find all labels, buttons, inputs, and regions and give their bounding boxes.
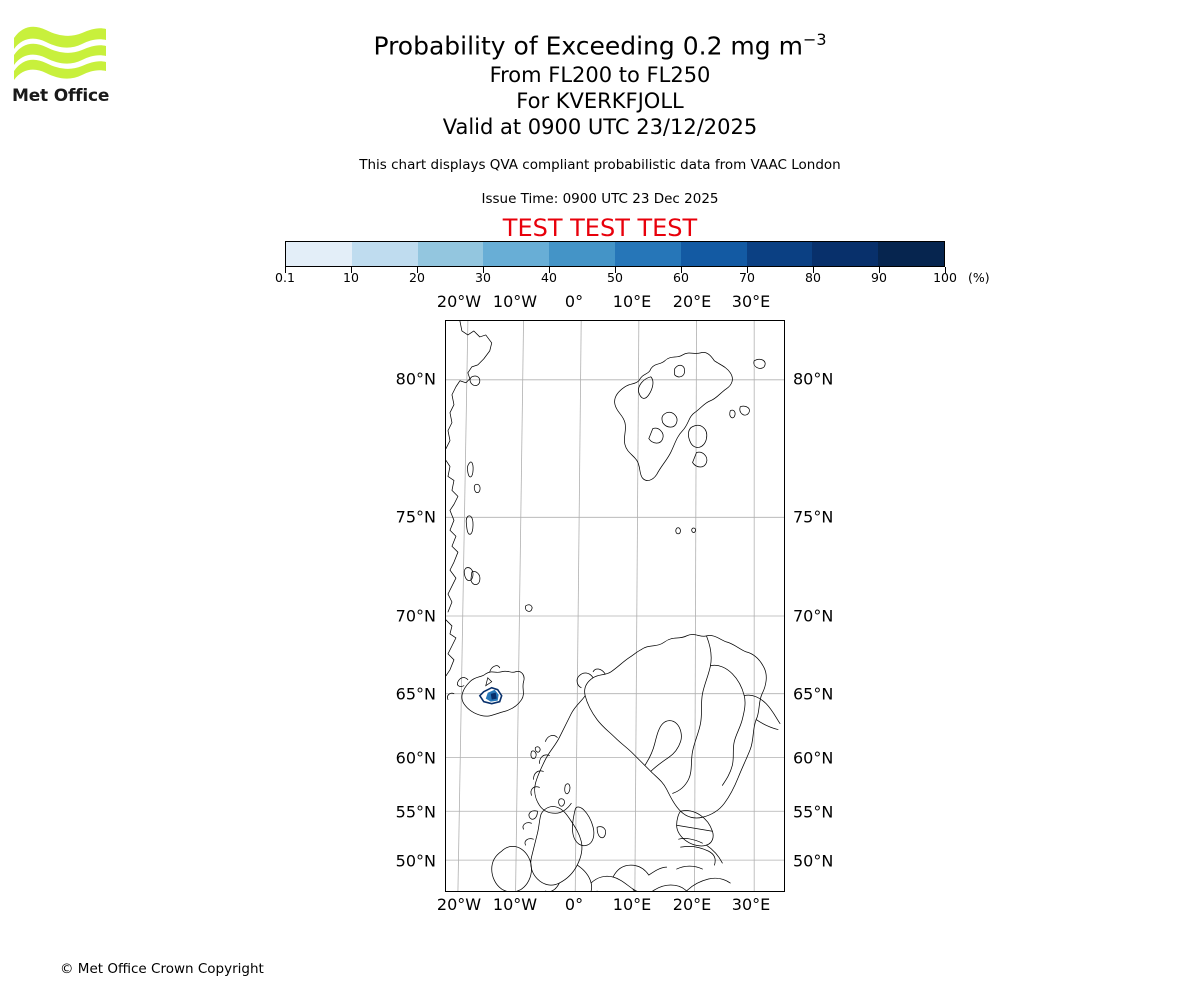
met-office-logo-text: Met Office xyxy=(12,86,110,106)
colorbar-tick-labels: 0.1 10 20 30 40 50 60 70 80 90 100 xyxy=(245,270,985,288)
colorbar-band-8 xyxy=(812,242,879,266)
colorbar-band-2 xyxy=(417,242,484,266)
lat-label-left-55°N: 55°N xyxy=(395,802,436,822)
lat-label-right-75°N: 75°N xyxy=(793,507,834,527)
colorbar-tick-60 xyxy=(681,267,683,273)
colorbar-band-1 xyxy=(351,242,418,266)
lon-label-top-20°W: 20°W xyxy=(436,292,482,311)
colorbar-unit-label: (%) xyxy=(968,270,990,285)
lon-label-bot-10°E: 10°E xyxy=(612,895,652,914)
colorbar-tick-40 xyxy=(549,267,551,273)
page-title: Probability of Exceeding 0.2 mg m−3 xyxy=(0,24,1200,62)
met-office-logo: Met Office xyxy=(12,22,122,112)
map-gridlines xyxy=(446,321,784,891)
latitude-labels-right: 80°N 75°N 70°N 65°N 60°N 55°N 50°N xyxy=(793,0,893,1000)
map-canvas xyxy=(446,321,784,891)
colorbar-band-5 xyxy=(614,242,681,266)
colorbar-tick-50 xyxy=(615,267,617,273)
lon-label-top-20°E: 20°E xyxy=(672,292,712,311)
lat-label-right-70°N: 70°N xyxy=(793,606,834,626)
test-banner: TEST TEST TEST xyxy=(502,214,698,242)
title-flight-levels: From FL200 to FL250 xyxy=(489,63,711,88)
lat-label-right-80°N: 80°N xyxy=(793,369,834,389)
map-panel[interactable] xyxy=(445,320,785,892)
latitude-labels-left: 80°N 75°N 70°N 65°N 60°N 55°N 50°N xyxy=(348,0,436,1000)
met-office-wave-mark xyxy=(14,26,106,80)
lat-label-left-70°N: 70°N xyxy=(395,606,436,626)
lon-label-top-0°: 0° xyxy=(564,292,584,311)
probability-colorbar xyxy=(285,241,945,267)
copyright-notice: © Met Office Crown Copyright xyxy=(60,961,264,977)
coastlines xyxy=(446,321,781,891)
lat-label-left-80°N: 80°N xyxy=(395,369,436,389)
colorbar-tick-10 xyxy=(351,267,353,273)
title-valid-time: Valid at 0900 UTC 23/12/2025 xyxy=(442,115,758,140)
colorbar-label-10: 10 xyxy=(343,270,359,285)
chart-title-block: Probability of Exceeding 0.2 mg m−3 From… xyxy=(0,24,1200,140)
colorbar-label-30: 30 xyxy=(475,270,491,285)
colorbar-bands xyxy=(285,241,945,267)
lat-label-right-60°N: 60°N xyxy=(793,748,834,768)
colorbar-band-3 xyxy=(483,242,550,266)
colorbar-label-70: 70 xyxy=(739,270,755,285)
lon-label-bot-0°: 0° xyxy=(564,895,584,914)
colorbar-label-60: 60 xyxy=(673,270,689,285)
ash-plume-contour xyxy=(478,677,503,705)
colorbar-band-6 xyxy=(680,242,747,266)
colorbar-tick-30 xyxy=(483,267,485,273)
colorbar-tick-100 xyxy=(945,267,947,273)
lat-label-right-55°N: 55°N xyxy=(793,802,834,822)
colorbar-label-90: 90 xyxy=(871,270,887,285)
colorbar-label-20: 20 xyxy=(409,270,425,285)
colorbar-tick-20 xyxy=(417,267,419,273)
colorbar-label-80: 80 xyxy=(805,270,821,285)
issue-time: Issue Time: 0900 UTC 23 Dec 2025 xyxy=(481,191,719,207)
lat-label-right-65°N: 65°N xyxy=(793,684,834,704)
colorbar-label-0.1: 0.1 xyxy=(275,270,295,285)
title-main-text: Probability of Exceeding 0.2 mg m xyxy=(373,31,803,61)
colorbar-band-7 xyxy=(746,242,813,266)
lat-label-right-50°N: 50°N xyxy=(793,851,834,871)
colorbar-tick-90 xyxy=(879,267,881,273)
lon-label-top-10°W: 10°W xyxy=(492,292,538,311)
lon-label-bot-10°W: 10°W xyxy=(492,895,538,914)
colorbar-band-0 xyxy=(286,242,352,266)
colorbar-label-50: 50 xyxy=(607,270,623,285)
lon-label-bot-20°E: 20°E xyxy=(672,895,712,914)
lat-label-left-50°N: 50°N xyxy=(395,851,436,871)
colorbar-band-9 xyxy=(878,242,944,266)
colorbar-band-4 xyxy=(549,242,615,266)
lat-label-left-65°N: 65°N xyxy=(395,684,436,704)
lat-label-left-60°N: 60°N xyxy=(395,748,436,768)
lon-label-bot-30°E: 30°E xyxy=(731,895,771,914)
colorbar-tick-80 xyxy=(813,267,815,273)
colorbar-ticks xyxy=(285,267,947,274)
lon-label-top-10°E: 10°E xyxy=(612,292,652,311)
lon-label-top-30°E: 30°E xyxy=(731,292,771,311)
lat-label-left-75°N: 75°N xyxy=(395,507,436,527)
lon-label-bot-20°W: 20°W xyxy=(436,895,482,914)
title-exponent: −3 xyxy=(802,30,827,49)
colorbar-tick-0.1 xyxy=(285,267,287,273)
colorbar-label-100: 100 xyxy=(933,270,957,285)
title-volcano-name: For KVERKFJOLL xyxy=(516,89,684,114)
qva-disclaimer: This chart displays QVA compliant probab… xyxy=(359,157,841,173)
colorbar-tick-70 xyxy=(747,267,749,273)
colorbar-label-40: 40 xyxy=(541,270,557,285)
